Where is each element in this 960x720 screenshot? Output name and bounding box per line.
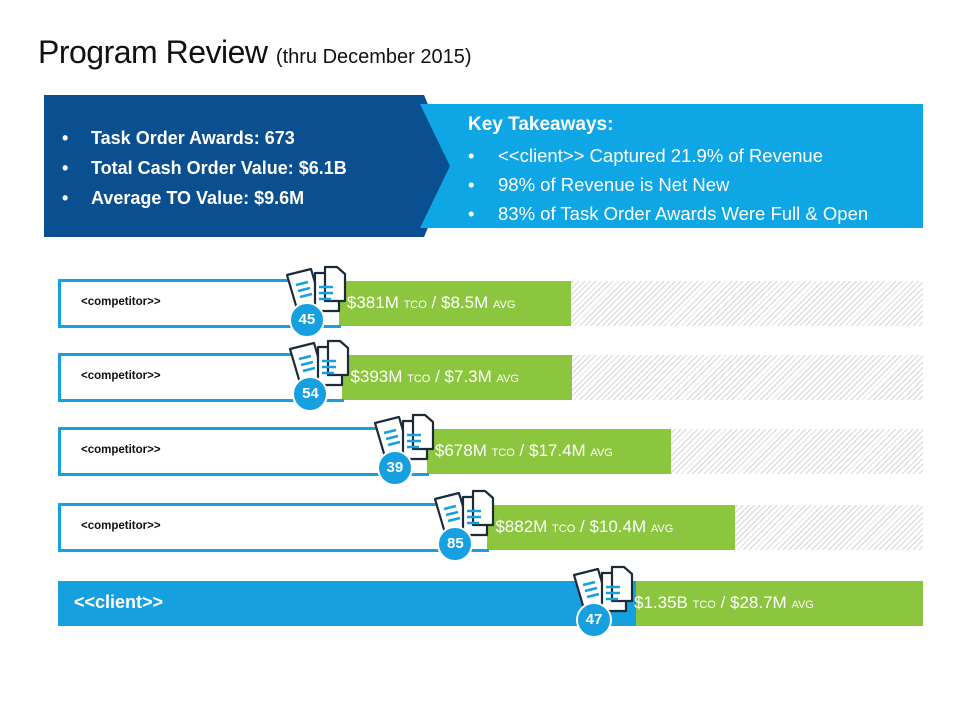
tco-unit: TCO [491, 447, 515, 459]
category-label: <competitor>> [81, 370, 161, 382]
documents-icon [429, 489, 499, 547]
avg-value: $7.3M [444, 367, 497, 386]
task-order-count-badge: 54 [292, 376, 329, 412]
bar-value [340, 355, 573, 400]
avg-value: $17.4M [528, 441, 591, 460]
data-label: $393M TCO / $7.3M AVG [350, 367, 519, 387]
bar-value [424, 429, 671, 474]
avg-unit: AVG [650, 523, 674, 535]
tco-value: $381M [346, 293, 404, 312]
summary-panel: Task Order Awards: 673 Total Cash Order … [44, 95, 454, 237]
page-title: Program Review (thru December 2015) [38, 34, 472, 71]
separator: / [514, 441, 529, 460]
bar-value [336, 281, 571, 326]
tco-value: $678M [434, 441, 492, 460]
avg-unit: AVG [496, 373, 519, 385]
takeaways-panel: Key Takeaways: <<client>> Captured 21.9%… [420, 104, 923, 228]
documents-icon [281, 265, 351, 323]
client-bar: <<client>> [58, 581, 636, 626]
tco-unit: TCO [552, 523, 576, 535]
tco-unit: TCO [407, 373, 431, 385]
summary-item: Average TO Value: $9.6M [62, 183, 347, 213]
summary-item: Total Cash Order Value: $6.1B [62, 153, 347, 183]
task-order-count-badge: 85 [437, 526, 474, 562]
tco-unit: TCO [403, 299, 427, 311]
competitor-bar: <competitor>> [58, 503, 490, 552]
avg-value: $28.7M [730, 593, 792, 612]
title-sub: (thru December 2015) [275, 46, 472, 68]
tco-value: $882M [495, 517, 553, 536]
competitor-bar: <competitor>> [58, 427, 429, 476]
data-label: $678M TCO / $17.4M AVG [435, 441, 613, 461]
category-label: <competitor>> [81, 296, 161, 308]
takeaway-item: 83% of Task Order Awards Were Full & Ope… [468, 199, 868, 228]
avg-value: $10.4M [589, 517, 651, 536]
takeaways-heading: Key Takeaways: [468, 114, 614, 135]
tco-unit: TCO [692, 599, 716, 611]
category-label: <competitor>> [81, 444, 161, 456]
avg-unit: AVG [791, 599, 814, 611]
category-label: <<client>> [74, 592, 164, 612]
avg-unit: AVG [590, 447, 613, 459]
data-label: $1.35B TCO / $28.7M AVG [634, 593, 814, 613]
takeaway-item: 98% of Revenue is Net New [468, 170, 868, 199]
summary-item: Task Order Awards: 673 [62, 123, 347, 153]
bar-value [485, 505, 736, 550]
documents-icon [284, 339, 354, 397]
task-order-count-badge: 47 [576, 602, 612, 638]
category-label: <competitor>> [81, 520, 161, 532]
separator: / [426, 293, 441, 312]
bar-value [624, 581, 923, 626]
separator: / [430, 367, 445, 386]
data-label: $882M TCO / $10.4M AVG [495, 517, 673, 537]
task-order-count-badge: 45 [288, 302, 325, 338]
title-main: Program Review [38, 34, 268, 70]
data-label: $381M TCO / $8.5M AVG [347, 293, 516, 313]
documents-icon [369, 413, 439, 471]
tco-value: $1.35B [634, 593, 693, 612]
tco-value: $393M [350, 367, 408, 386]
task-order-count-badge: 39 [376, 450, 413, 486]
avg-unit: AVG [492, 299, 516, 311]
avg-value: $8.5M [440, 293, 493, 312]
takeaway-item: <<client>> Captured 21.9% of Revenue [468, 141, 868, 170]
separator: / [575, 517, 590, 536]
separator: / [715, 593, 731, 612]
